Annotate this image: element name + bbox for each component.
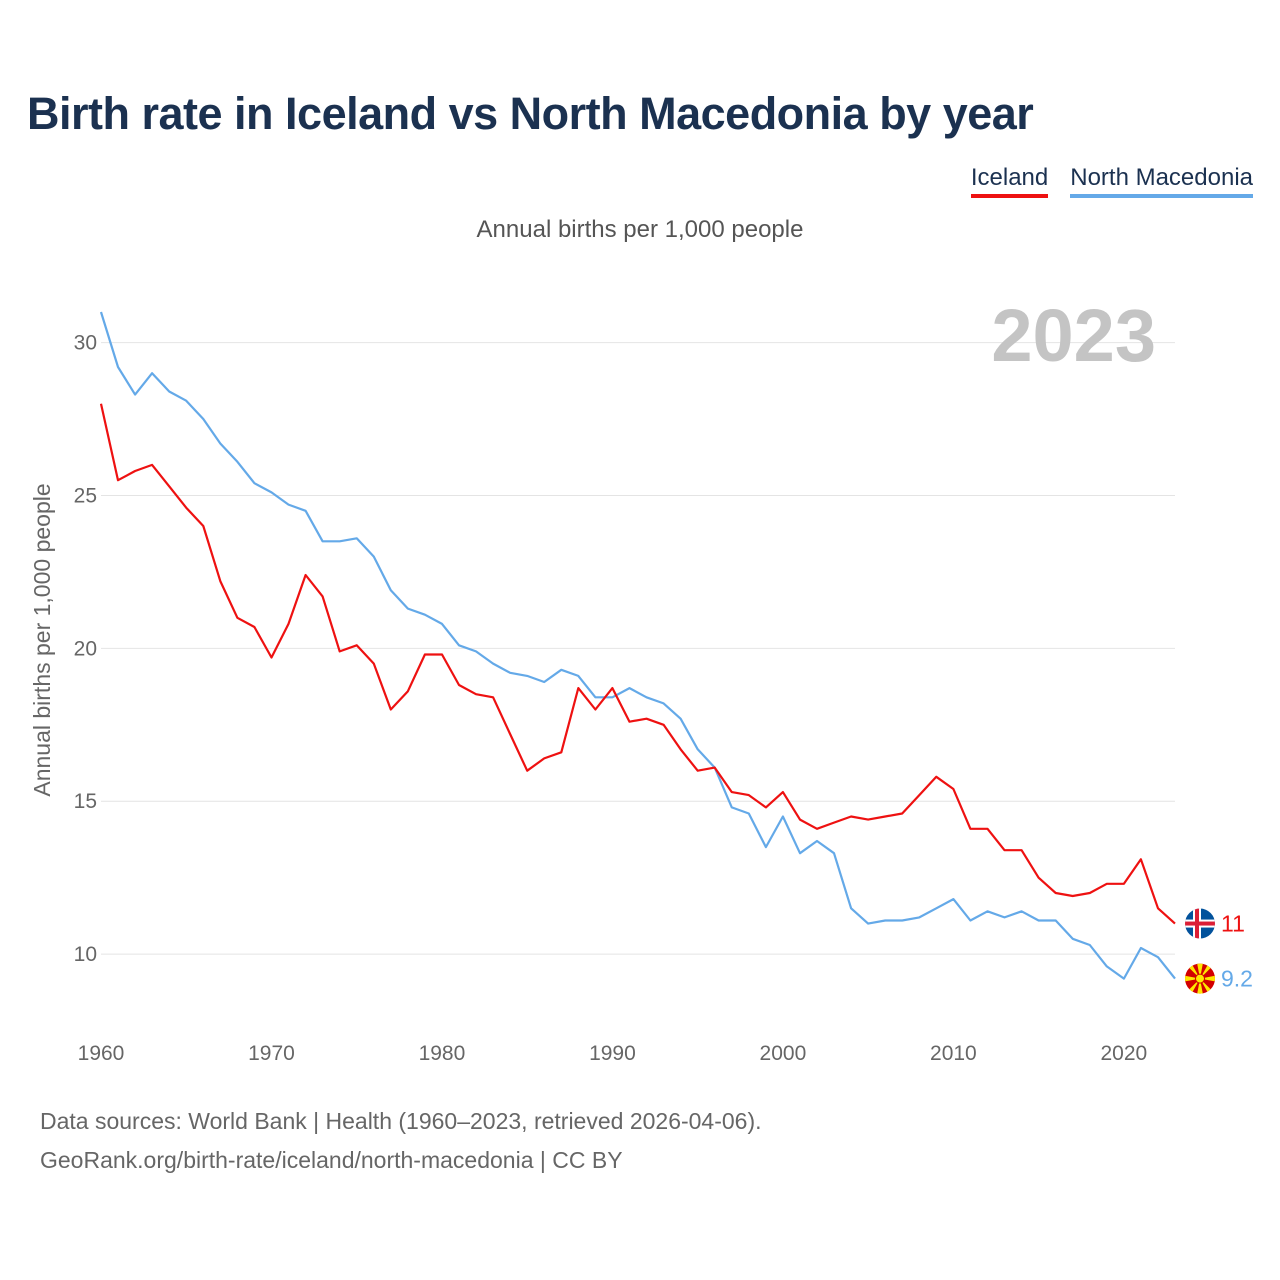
x-tick-2020: 2020 bbox=[1100, 1042, 1147, 1065]
year-label: 2023 bbox=[991, 294, 1156, 377]
x-tick-2000: 2000 bbox=[760, 1042, 807, 1065]
legend: Iceland North Macedonia bbox=[970, 164, 1253, 198]
x-tick-2010: 2010 bbox=[930, 1042, 977, 1065]
x-tick-1970: 1970 bbox=[248, 1042, 295, 1065]
series-lines bbox=[99, 311, 1176, 980]
chart-title: Birth rate in Iceland vs North Macedonia… bbox=[27, 88, 1034, 139]
x-axis-ticks: 1960 1970 1980 1990 2000 2010 2020 bbox=[78, 1042, 1148, 1065]
iceland-line bbox=[99, 403, 1176, 925]
y-tick-25: 25 bbox=[74, 484, 97, 507]
legend-item-iceland[interactable]: Iceland bbox=[970, 164, 1049, 198]
north-macedonia-flag-icon bbox=[1185, 963, 1215, 994]
x-tick-1980: 1980 bbox=[419, 1042, 466, 1065]
legend-item-north-macedonia[interactable]: North Macedonia bbox=[1070, 164, 1253, 198]
y-axis-label: Annual births per 1,000 people bbox=[29, 483, 55, 796]
source-url: GeoRank.org/birth-rate/iceland/north-mac… bbox=[40, 1147, 623, 1173]
north-macedonia-end-value: 9.2 bbox=[1221, 966, 1253, 992]
x-tick-1960: 1960 bbox=[78, 1042, 125, 1065]
y-tick-20: 20 bbox=[74, 637, 97, 660]
source-note: Data sources: World Bank | Health (1960–… bbox=[40, 1108, 762, 1134]
y-tick-10: 10 bbox=[74, 943, 97, 966]
y-tick-15: 15 bbox=[74, 790, 97, 813]
chart-subtitle: Annual births per 1,000 people bbox=[476, 216, 804, 243]
x-tick-1990: 1990 bbox=[589, 1042, 636, 1065]
y-axis-ticks: 10 15 20 25 30 bbox=[74, 332, 97, 967]
gridlines bbox=[101, 342, 1175, 955]
iceland-flag-icon bbox=[1185, 908, 1215, 939]
iceland-end-value: 11 bbox=[1221, 911, 1245, 937]
y-tick-30: 30 bbox=[74, 332, 97, 355]
north-macedonia-line bbox=[99, 311, 1176, 980]
